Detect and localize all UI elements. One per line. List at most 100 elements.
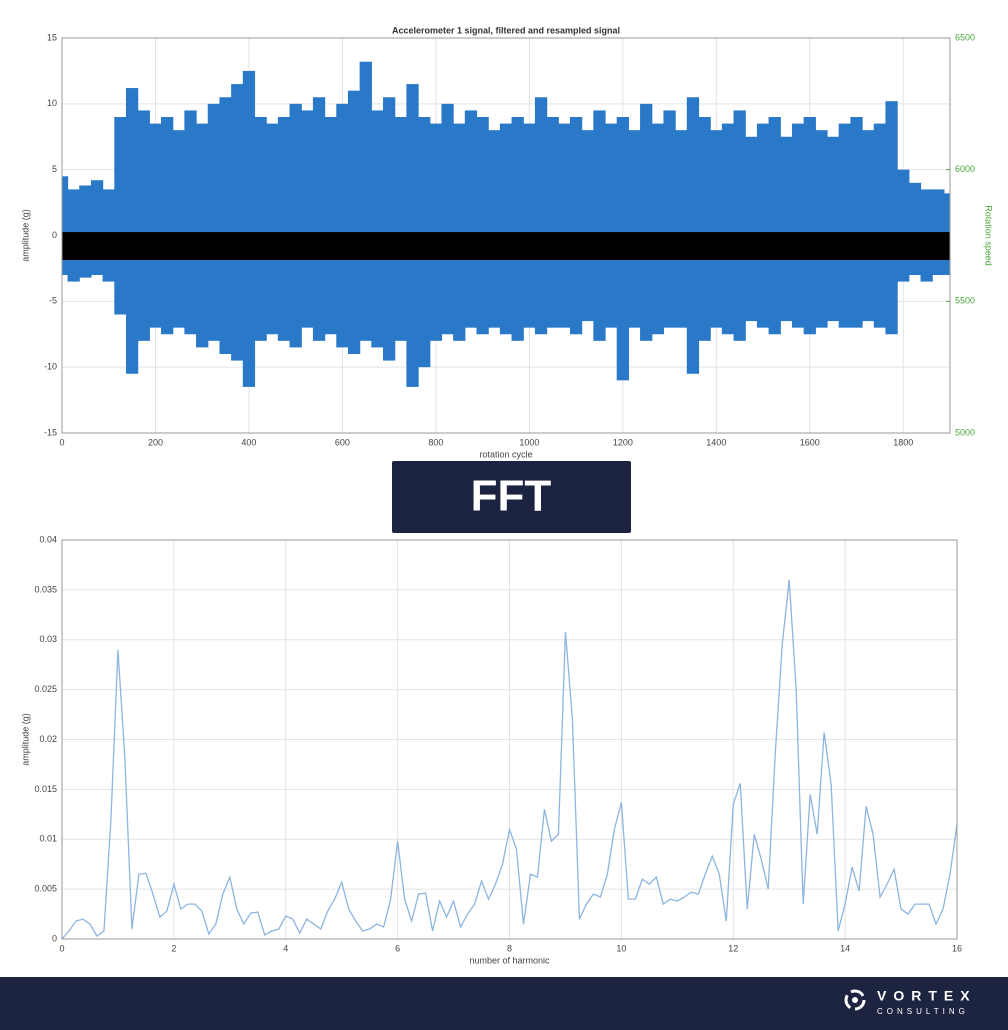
- x-tick-label: 1000: [519, 437, 539, 447]
- signal-range: [464, 110, 478, 328]
- y-tick-label: 0.02: [39, 734, 57, 744]
- signal-range: [161, 117, 174, 335]
- signal-range: [324, 232, 337, 260]
- signal-range: [289, 103, 302, 348]
- signal-range: [640, 232, 653, 260]
- x-tick-label: 1800: [893, 437, 913, 447]
- signal-range: [569, 117, 583, 335]
- signal-range: [90, 232, 104, 260]
- footer: [0, 977, 1008, 1030]
- signal-range: [651, 232, 665, 260]
- x-tick-label: 0: [59, 943, 64, 953]
- x-tick-label: 1400: [706, 437, 726, 447]
- signal-range: [406, 232, 419, 260]
- y-tick-label: 0: [52, 230, 57, 240]
- signal-range: [418, 232, 431, 260]
- charts: 0 200 400 600 800 1000 1200 1400 1600 1800-15-10-…: [20, 25, 993, 965]
- signal-range: [873, 232, 887, 260]
- x-tick-label: 14: [840, 943, 850, 953]
- y-axis-label: amplitude (g): [20, 713, 30, 766]
- y-tick-label: 0: [52, 933, 57, 943]
- signal-range: [125, 88, 139, 374]
- signal-range: [710, 232, 723, 260]
- signal-range: [336, 232, 349, 260]
- signal-range: [803, 117, 816, 335]
- signal-range: [336, 103, 349, 348]
- signal-range: [90, 180, 104, 275]
- y-tick-label: 0.03: [39, 634, 57, 644]
- signal-range: [242, 232, 256, 260]
- x-tick-label: 800: [428, 437, 443, 447]
- signal-range: [371, 110, 384, 348]
- x-tick-label: 0: [59, 437, 64, 447]
- y-tick-label: -15: [44, 427, 57, 437]
- x-tick-label: 600: [335, 437, 350, 447]
- signal-range: [359, 61, 372, 341]
- signal-range: [815, 232, 828, 260]
- signal-range: [873, 123, 887, 328]
- signal-range: [675, 130, 688, 328]
- signal-range: [803, 232, 816, 260]
- signal-range: [464, 232, 478, 260]
- signal-range: [932, 232, 945, 260]
- x-tick-label: 10: [616, 943, 626, 953]
- signal-range: [745, 232, 758, 260]
- signal-range: [301, 110, 314, 328]
- signal-range: [569, 232, 583, 260]
- signal-range: [546, 117, 559, 328]
- signal-range: [698, 117, 711, 341]
- brand: VORTEX: [877, 988, 977, 1004]
- signal-range: [453, 232, 466, 260]
- signal-range: [616, 232, 629, 260]
- y-tick-label: -10: [44, 362, 57, 372]
- signal-range: [897, 232, 910, 260]
- x-tick-label: 4: [283, 943, 288, 953]
- signal-range: [301, 232, 314, 260]
- signal-range: [184, 232, 197, 260]
- chart-title: Accelerometer 1 signal, filtered and res…: [392, 25, 620, 35]
- signal-range: [908, 182, 922, 275]
- logo-icon: [844, 989, 866, 1011]
- banner-text: FFT: [471, 472, 552, 521]
- signal-range: [534, 97, 548, 335]
- banner-box: [392, 461, 631, 533]
- signal-range: [628, 130, 641, 328]
- signal-range: [511, 117, 524, 341]
- x-tick-label: 1600: [800, 437, 820, 447]
- signal-range: [359, 232, 372, 260]
- signal-range: [149, 232, 162, 260]
- signal-range: [768, 117, 781, 335]
- signal-range: [499, 123, 513, 335]
- signal-range: [827, 232, 840, 260]
- signal-range: [219, 97, 232, 354]
- signal-range: [172, 130, 185, 328]
- y-tick-label: 0.035: [34, 584, 57, 594]
- signal-range: [184, 110, 197, 335]
- plot-frame: [61, 539, 958, 940]
- signal-range: [266, 123, 279, 335]
- tagline: CONSULTING: [877, 1007, 969, 1016]
- signal-range: [125, 232, 139, 260]
- signal-range: [137, 110, 150, 341]
- x-axis-label: rotation cycle: [479, 449, 532, 459]
- signal-range: [347, 90, 361, 355]
- signal-range: [721, 232, 735, 260]
- signal-range: [312, 97, 326, 341]
- signal-range: [581, 232, 594, 260]
- signal-range: [441, 232, 454, 260]
- y-tick-label: 0.005: [34, 884, 57, 894]
- y-tick-label: -5: [49, 296, 57, 306]
- signal-range: [838, 232, 851, 260]
- signal-range: [721, 123, 735, 335]
- signal-range: [710, 130, 723, 328]
- signal-range: [862, 232, 875, 260]
- signal-range: [137, 232, 150, 260]
- signal-range: [511, 232, 524, 260]
- signal-range: [277, 232, 291, 260]
- signal-range: [593, 110, 606, 341]
- signal-range: [172, 232, 185, 260]
- signal-range: [266, 232, 279, 260]
- signal-range: [383, 232, 396, 260]
